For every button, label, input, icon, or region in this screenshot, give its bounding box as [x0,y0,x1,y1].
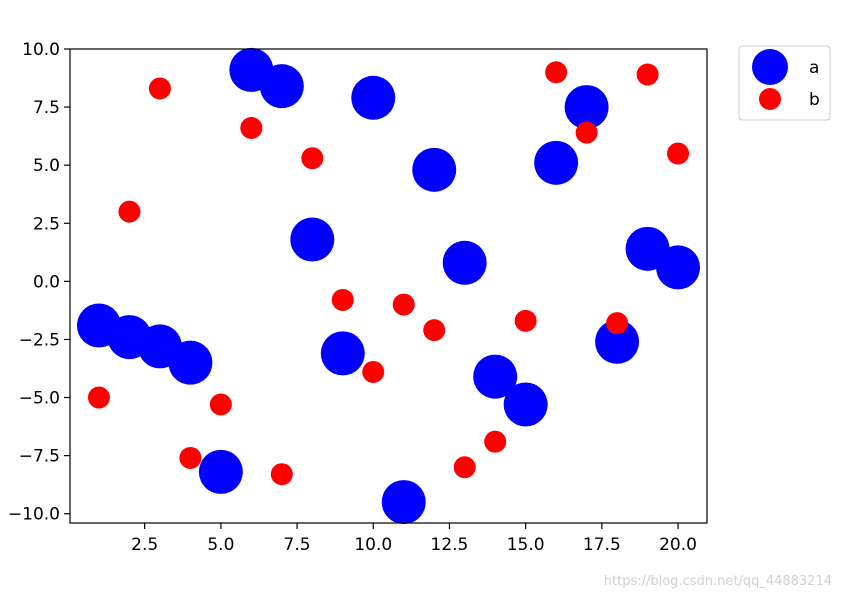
series-a-point [290,217,335,262]
series-b-point [484,430,507,453]
series-a-point [320,331,365,376]
series-a-point [534,140,579,185]
x-axis: 2.5 5.0 7.5 10.0 12.5 15.0 17.5 20.0 [131,523,697,555]
y-tick-label: 10.0 [22,40,60,60]
series-a-point [198,449,243,494]
series-b-point [636,63,659,86]
legend: ab [738,45,831,121]
y-tick-label: 5.0 [33,156,60,176]
series-b-point [118,200,141,223]
x-tick-label: 17.5 [583,535,621,555]
series-b-point [392,293,415,316]
x-tick-label: 5.0 [207,535,234,555]
x-tick-label: 12.5 [431,535,469,555]
series-b-point [514,309,537,332]
series-b-point [240,117,263,139]
series-b-point [606,312,629,335]
series-b-point [148,77,171,100]
series-b-point [423,319,446,342]
y-tick-label: −7.5 [19,447,60,467]
y-tick-label: 7.5 [33,98,60,118]
y-tick-label: −2.5 [19,330,60,350]
y-tick-label: −10.0 [8,505,60,525]
series-b-point [453,456,476,479]
series-a-point [168,340,213,385]
y-axis: 10.0 7.5 5.0 2.5 0.0 −2.5 −5.0 −7.5 −10.0 [8,40,70,525]
series-a-point [351,75,396,120]
plot-marks [76,47,701,525]
axes-frame [69,48,708,524]
legend-label-b: b [809,90,820,110]
series-a-point [503,382,548,427]
series-b-point [331,288,354,311]
series-a-point [473,354,518,399]
x-tick-label: 7.5 [284,535,311,555]
series-a-point [564,85,609,130]
series-a-point [381,480,426,525]
series-b-point [362,360,385,383]
series-a-point [412,147,457,192]
y-tick-label: 0.0 [33,272,60,292]
series-b-point [179,446,202,469]
series-b-point [209,393,232,416]
series-b-point [301,147,324,170]
x-tick-label: 10.0 [354,535,392,555]
y-tick-label: −5.0 [19,389,60,409]
series-b-point [667,142,690,165]
series-a-point [595,319,640,364]
series-a-point [656,245,701,290]
series-a-point [442,240,487,285]
series-b-point [575,121,598,144]
series-a-point [259,64,304,109]
legend-label-a: a [809,58,819,78]
legend-marker-a [752,49,788,85]
watermark: https://blog.csdn.net/qq_44883214 [603,574,832,589]
series-b-point [545,61,568,84]
x-tick-label: 15.0 [507,535,545,555]
x-tick-label: 20.0 [659,535,697,555]
x-tick-label: 2.5 [131,535,158,555]
legend-marker-b [759,88,781,110]
series-b-point [270,463,293,486]
series-b-point [87,386,110,409]
y-tick-label: 2.5 [33,214,60,234]
